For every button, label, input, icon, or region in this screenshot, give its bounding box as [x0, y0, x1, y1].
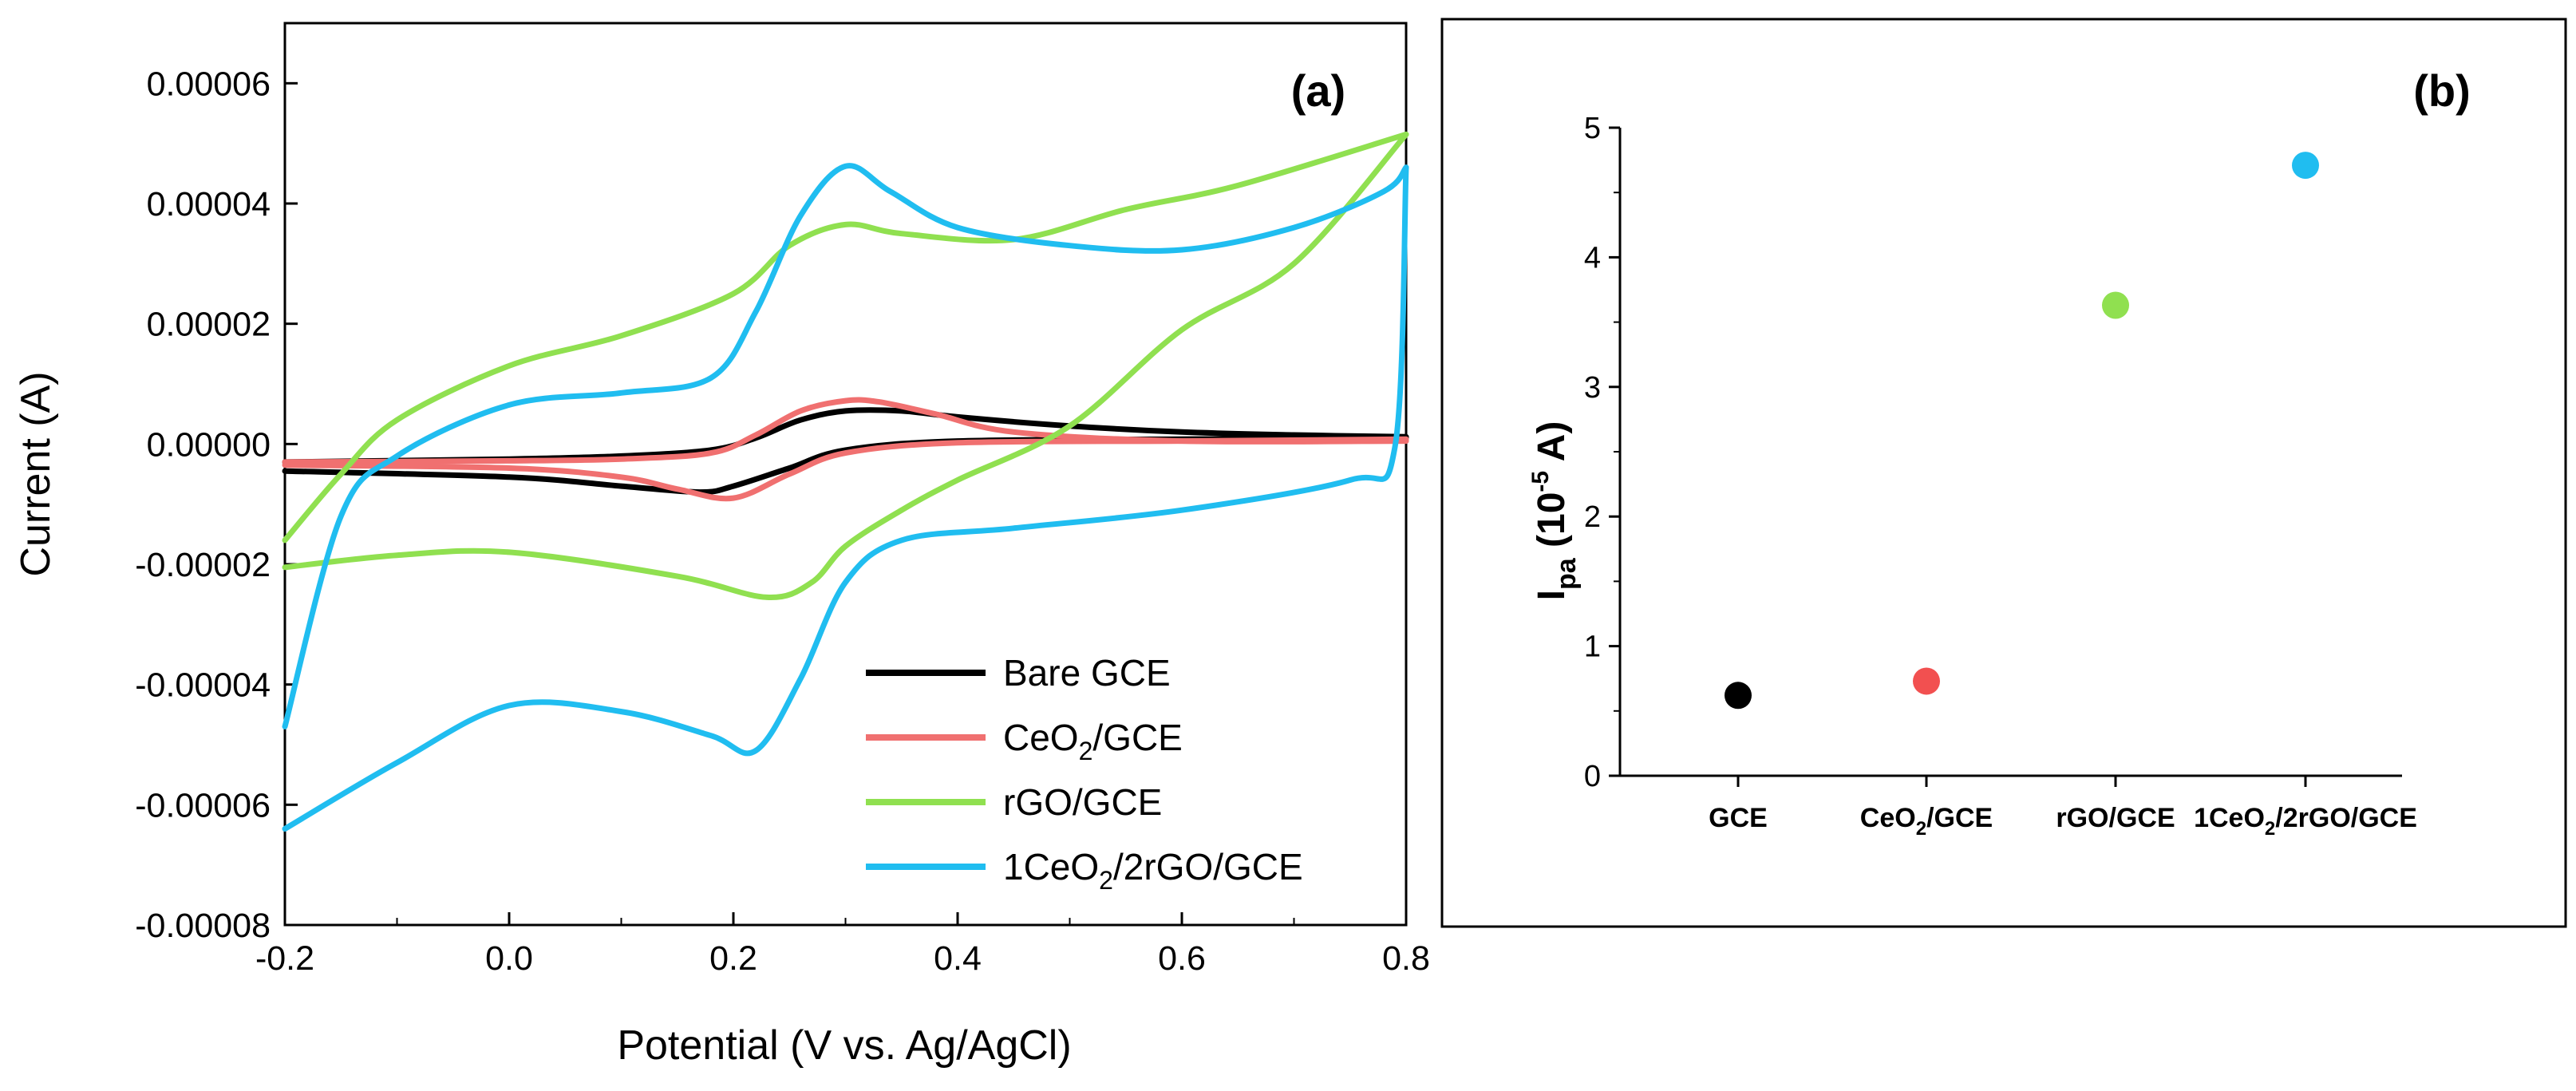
y-tick-label-a: -0.00002	[135, 546, 271, 584]
cv-curves	[282, 131, 1409, 832]
y-tick-label-b: 2	[1584, 500, 1601, 534]
legend-a: Bare GCE CeO2/GCE rGO/GCE 1CeO2/2rGO/GCE	[866, 652, 1303, 895]
y-tick-label-a: -0.00004	[135, 666, 271, 705]
x-category-label-ceo2-gce: CeO2/GCE	[1860, 803, 1993, 840]
x-tick-label-a: 0.6	[1158, 939, 1206, 978]
axes-b	[1618, 128, 2402, 777]
y-tick-label-b: 4	[1584, 241, 1601, 275]
y-tick-label-b: 1	[1584, 630, 1601, 664]
legend-label-rgo-gce: rGO/GCE	[1003, 781, 1162, 823]
legend-label-1ceo2-2rgo-gce: 1CeO2/2rGO/GCE	[1003, 846, 1303, 895]
data-point-ceo2-gce	[1913, 667, 1940, 695]
legend-label-bare-gce: Bare GCE	[1003, 652, 1171, 694]
panel-a-cyclic-voltammogram: -0.00008 -0.00006 -0.00004 -0.00002 0.00000 0…	[13, 22, 1430, 1069]
x-category-label-1ceo2-2rgo-gce: 1CeO2/2rGO/GCE	[2194, 803, 2417, 840]
x-tick-label-a: -0.2	[255, 939, 314, 978]
y-title-main: I	[1531, 590, 1573, 600]
cv-curve-1ceo2-2rgo-gce-reverse	[282, 164, 1409, 832]
y-tick-label-a: 0.00000	[147, 425, 271, 464]
cv-curve-rgo-gce-reverse	[282, 131, 1409, 600]
y-tick-label-a: 0.00006	[147, 65, 271, 103]
x-tick-label-a: 0.0	[485, 939, 533, 978]
x-category-label-gce: GCE	[1709, 803, 1768, 833]
data-point-rgo-gce	[2102, 291, 2129, 319]
y-tick-label-a: -0.00006	[135, 786, 271, 824]
y-axis-ticks-a: -0.00008 -0.00006 -0.00004 -0.00002 0.00000 0…	[135, 65, 298, 945]
x-axis-categories-b: GCE CeO2/GCE rGO/GCE 1CeO2/2rGO/GCE	[1709, 776, 2417, 840]
y-tick-label-a: -0.00008	[135, 907, 271, 945]
x-axis-title-a: Potential (V vs. Ag/AgCl)	[617, 1022, 1071, 1069]
data-point-gce	[1725, 682, 1752, 710]
scatter-points-b	[1725, 152, 2319, 710]
panel-label-b: (b)	[2413, 65, 2471, 116]
y-title-sub: pa	[1551, 557, 1582, 590]
x-tick-label-a: 0.2	[709, 939, 757, 978]
y-tick-label-a: 0.00004	[147, 185, 271, 223]
y-title-rest: (10	[1531, 492, 1573, 559]
x-tick-label-a: 0.8	[1382, 939, 1430, 978]
y-title-sup: -5	[1527, 471, 1554, 492]
legend-label-ceo2-gce: CeO2/GCE	[1003, 717, 1183, 765]
panel-b-frame	[1440, 18, 2567, 928]
y-tick-label-a: 0.00002	[147, 306, 271, 344]
y-tick-label-b: 5	[1584, 112, 1601, 145]
y-axis-ticks-b: 0 1 2 3 4 5	[1584, 112, 1620, 793]
data-point-1ceo2-2rgo-gce	[2292, 152, 2319, 180]
y-title-end: A)	[1531, 421, 1573, 471]
y-axis-title-a: Current (A)	[13, 371, 59, 576]
cv-curve-1ceo2-2rgo-gce-forward	[282, 163, 1409, 729]
cv-curve-rgo-gce-forward	[282, 131, 1409, 544]
y-axis-title-b: Ipa (10-5 A)	[1527, 421, 1582, 601]
x-category-label-rgo-gce: rGO/GCE	[2056, 803, 2175, 833]
y-tick-label-b: 0	[1584, 760, 1601, 793]
cv-curve-ceo2-gce-reverse	[282, 436, 1409, 502]
x-tick-label-a: 0.4	[934, 939, 982, 978]
y-tick-label-b: 3	[1584, 371, 1601, 405]
panel-label-a: (a)	[1291, 65, 1345, 116]
x-axis-ticks-a: -0.2 0.0 0.2 0.4 0.6 0.8	[255, 912, 1430, 978]
